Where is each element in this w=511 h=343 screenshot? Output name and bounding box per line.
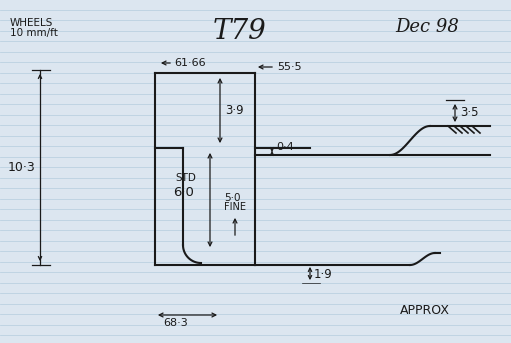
Text: T79: T79	[213, 18, 267, 45]
Text: 6·0: 6·0	[173, 187, 194, 200]
Text: 68·3: 68·3	[163, 318, 188, 328]
Text: Dec 98: Dec 98	[395, 18, 459, 36]
Text: FINE: FINE	[224, 202, 246, 212]
Text: WHEELS: WHEELS	[10, 18, 53, 28]
Text: 61·66: 61·66	[174, 58, 205, 68]
Text: APPROX: APPROX	[400, 305, 450, 318]
Text: 55·5: 55·5	[277, 62, 301, 72]
Text: 1·9: 1·9	[314, 269, 333, 282]
Text: STD: STD	[175, 173, 196, 183]
Text: 3·9: 3·9	[225, 104, 244, 117]
Text: 10 mm/ft: 10 mm/ft	[10, 28, 58, 38]
Text: 10·3: 10·3	[8, 161, 36, 174]
Text: 0·4: 0·4	[276, 142, 294, 152]
Text: 5·0: 5·0	[224, 193, 241, 203]
Text: 3·5: 3·5	[460, 106, 478, 119]
